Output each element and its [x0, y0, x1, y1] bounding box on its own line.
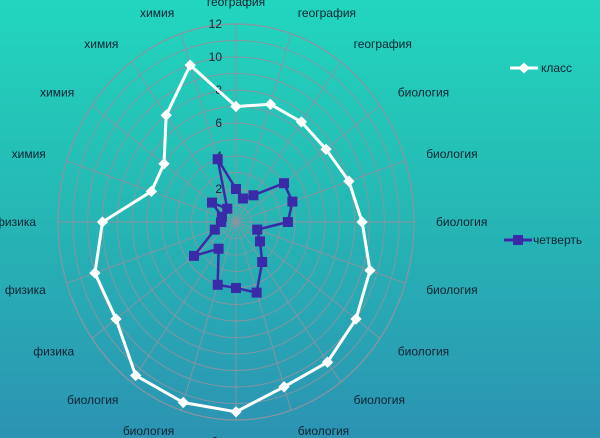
category-label: география: [207, 0, 265, 9]
category-label: биология: [436, 215, 487, 229]
grid-spoke: [235, 105, 381, 223]
data-point: [230, 406, 242, 418]
data-point: [257, 257, 268, 267]
data-point: [213, 243, 224, 254]
data-point: [189, 250, 199, 261]
data-point: [350, 313, 362, 325]
data-point: [248, 190, 259, 201]
data-point: [207, 197, 217, 208]
data-point: [231, 184, 241, 194]
grid-spoke: [235, 221, 406, 284]
data-point: [158, 158, 170, 170]
grid-spoke: [235, 160, 406, 223]
category-label: биология: [67, 393, 118, 407]
data-point: [237, 193, 248, 204]
category-label: биология: [210, 435, 261, 438]
category-label: биология: [426, 147, 477, 161]
category-label: физика: [0, 215, 36, 229]
tick-label: 12: [209, 17, 223, 31]
data-point: [343, 175, 355, 187]
legend-item-chetvert: четверть: [504, 233, 582, 247]
data-point: [222, 203, 233, 214]
data-point: [209, 224, 220, 235]
grid-spoke: [180, 221, 237, 411]
category-label: биология: [398, 86, 449, 100]
data-point: [320, 143, 332, 155]
category-label: физика: [5, 283, 46, 297]
data-point: [321, 356, 334, 368]
category-label: биология: [354, 393, 405, 407]
grid-spoke: [235, 221, 342, 383]
data-point: [231, 283, 241, 293]
data-point: [279, 178, 289, 189]
data-point: [356, 216, 368, 228]
data-point: [177, 396, 189, 409]
grid-spoke: [130, 61, 237, 223]
tick-label: 10: [209, 50, 223, 64]
category-label: химия: [12, 147, 46, 161]
tick-label: 6: [215, 116, 222, 130]
data-point: [212, 279, 223, 290]
legend: класс четверть: [504, 61, 582, 247]
data-point: [145, 185, 158, 198]
category-label: биология: [398, 344, 449, 358]
category-label: физика: [33, 344, 74, 358]
series-layer: [89, 59, 376, 418]
data-point: [278, 381, 290, 393]
data-point: [252, 224, 263, 235]
series-line: [192, 157, 294, 294]
category-label: география: [298, 6, 356, 20]
legend-label-klass: класс: [541, 61, 572, 75]
data-point: [282, 217, 293, 227]
data-point: [130, 369, 142, 382]
category-label: химия: [84, 37, 118, 51]
grid-spoke: [235, 33, 292, 223]
legend-marker-klass: [518, 62, 530, 74]
data-point: [212, 154, 223, 165]
data-point: [251, 287, 262, 298]
data-point: [110, 313, 122, 325]
data-point: [364, 264, 376, 277]
legend-label-chetvert: четверть: [533, 233, 582, 247]
data-point: [89, 267, 101, 279]
legend-item-klass: класс: [510, 61, 572, 75]
grid-spoke: [235, 221, 292, 411]
category-labels: география география география биология биоло…: [0, 0, 487, 438]
data-point: [255, 236, 265, 247]
category-label: биология: [298, 424, 349, 438]
category-label: биология: [426, 283, 477, 297]
category-label: химия: [40, 86, 74, 100]
data-point: [216, 211, 227, 222]
data-point: [216, 217, 227, 227]
data-point: [287, 196, 298, 207]
tick-label: 2: [215, 182, 222, 196]
category-label: химия: [140, 6, 174, 20]
category-label: география: [354, 37, 412, 51]
legend-marker-chetvert: [513, 235, 523, 245]
category-label: биология: [123, 424, 174, 438]
